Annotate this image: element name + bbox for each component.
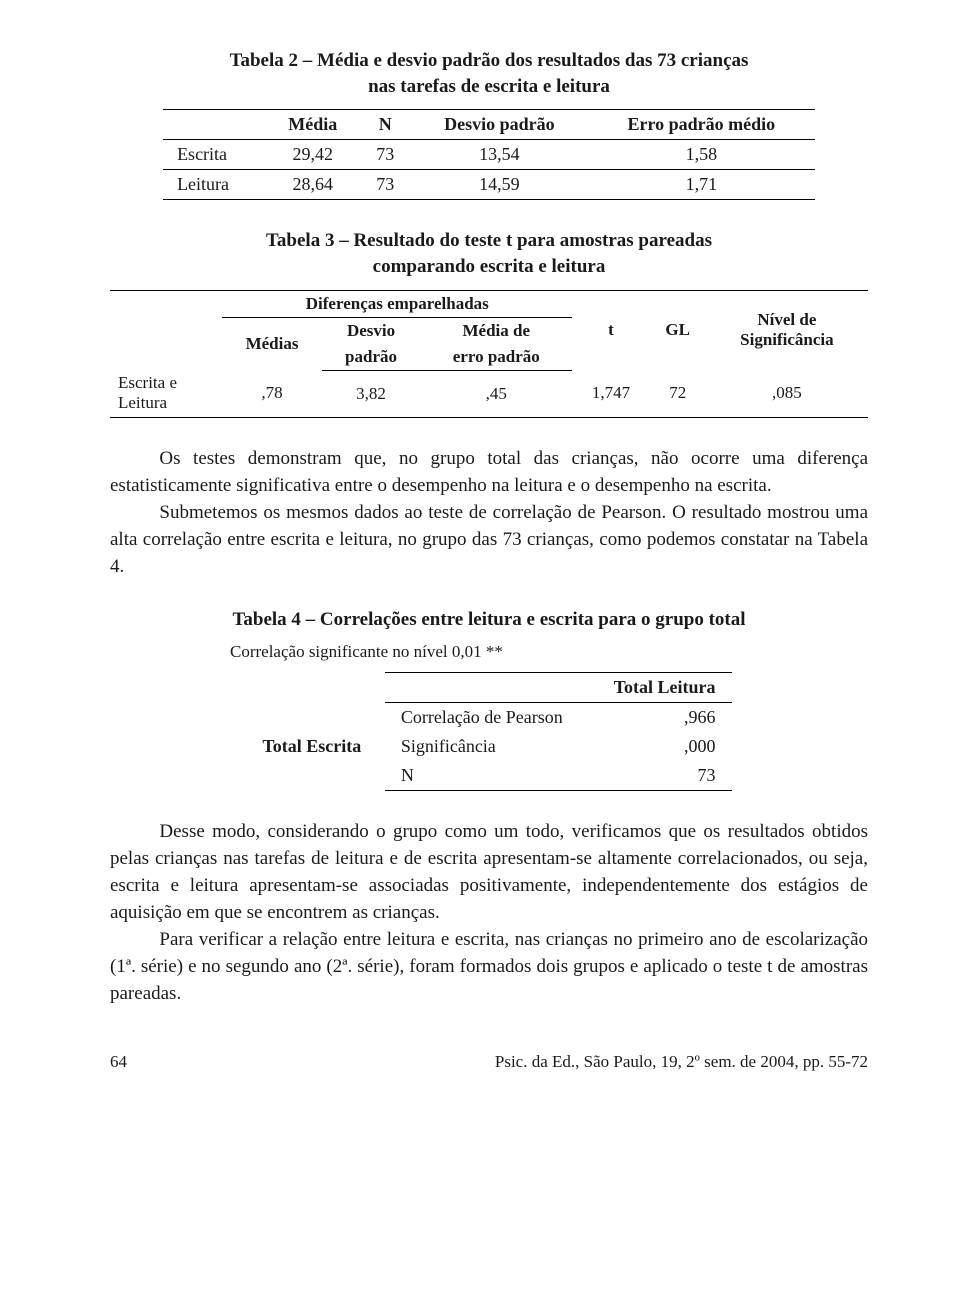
table3-header-row1: Diferenças emparelhadas t GL Nível de Si… xyxy=(110,290,868,317)
cell: Leitura xyxy=(163,170,266,200)
table2-h3: Desvio padrão xyxy=(411,110,588,140)
table3-h-gl: GL xyxy=(650,290,706,370)
cell: 73 xyxy=(359,140,410,170)
table2-caption-line2: nas tarefas de escrita e leitura xyxy=(368,76,610,97)
cell: ,45 xyxy=(420,370,572,417)
table2-caption-line1: Tabela 2 – Média e desvio padrão dos res… xyxy=(230,50,749,71)
cell: 72 xyxy=(650,370,706,417)
table3: Diferenças emparelhadas t GL Nível de Si… xyxy=(110,290,868,418)
table-row: Leitura 28,64 73 14,59 1,71 xyxy=(163,170,815,200)
table3-caption-line2: comparando escrita e leitura xyxy=(373,256,606,277)
cell: Significância xyxy=(385,732,590,761)
cell: Correlação de Pearson xyxy=(385,703,590,733)
text: Nível de xyxy=(757,310,816,329)
cell: 73 xyxy=(359,170,410,200)
cell: ,085 xyxy=(706,370,868,417)
blank xyxy=(246,673,384,703)
text: Significância xyxy=(740,330,834,349)
table3-h-mediade1: Média de xyxy=(420,317,572,344)
table3-h-t: t xyxy=(572,290,649,370)
cell: 14,59 xyxy=(411,170,588,200)
footer: 64 Psic. da Ed., São Paulo, 19, 2º sem. … xyxy=(110,1052,868,1072)
table3-caption-line1: Tabela 3 – Resultado do teste t para amo… xyxy=(266,230,712,251)
table3-h-nivel: Nível de Significância xyxy=(706,290,868,370)
page-number: 64 xyxy=(110,1052,127,1072)
table4-caption: Tabela 4 – Correlações entre leitura e e… xyxy=(110,607,868,633)
table-row: Escrita e Leitura ,78 3,82 ,45 1,747 72 … xyxy=(110,370,868,417)
table2-h2: N xyxy=(359,110,410,140)
paragraph-3: Para verificar a relação entre leitura e… xyxy=(110,927,868,1008)
table3-rowlabel: Escrita e Leitura xyxy=(110,370,222,417)
paragraph-2: Desse modo, considerando o grupo como um… xyxy=(110,819,868,927)
text: Escrita e xyxy=(118,373,177,392)
cell: 13,54 xyxy=(411,140,588,170)
paragraph-1b: Submetemos os mesmos dados ao teste de c… xyxy=(110,500,868,581)
text: Leitura xyxy=(118,393,167,412)
cell: Escrita xyxy=(163,140,266,170)
blank xyxy=(385,673,590,703)
table3-h-mediade2: erro padrão xyxy=(420,344,572,371)
table2-caption: Tabela 2 – Média e desvio padrão dos res… xyxy=(110,48,868,99)
table4-rowhead: Total Escrita xyxy=(246,703,384,791)
table2-h4: Erro padrão médio xyxy=(588,110,815,140)
table3-h-medias: Médias xyxy=(222,317,322,370)
table4-colhead: Total Leitura xyxy=(590,673,732,703)
table-row: Escrita 29,42 73 13,54 1,58 xyxy=(163,140,815,170)
footer-reference: Psic. da Ed., São Paulo, 19, 2º sem. de … xyxy=(495,1052,868,1072)
table2-h1: Média xyxy=(266,110,359,140)
page: Tabela 2 – Média e desvio padrão dos res… xyxy=(0,0,960,1112)
cell: 1,747 xyxy=(572,370,649,417)
table4-note: Correlação significante no nível 0,01 ** xyxy=(110,642,868,662)
cell: ,000 xyxy=(590,732,732,761)
cell: 29,42 xyxy=(266,140,359,170)
table2-header-row: Média N Desvio padrão Erro padrão médio xyxy=(163,110,815,140)
cell: 28,64 xyxy=(266,170,359,200)
table4: Total Leitura Total Escrita Correlação d… xyxy=(246,672,731,791)
cell: ,78 xyxy=(222,370,322,417)
table2: Média N Desvio padrão Erro padrão médio … xyxy=(163,109,815,200)
table3-caption: Tabela 3 – Resultado do teste t para amo… xyxy=(110,228,868,279)
table-row: Total Escrita Correlação de Pearson ,966 xyxy=(246,703,731,733)
table4-header-row: Total Leitura xyxy=(246,673,731,703)
cell: 3,82 xyxy=(322,370,420,417)
blank xyxy=(110,290,222,370)
cell: 1,58 xyxy=(588,140,815,170)
paragraph-1a: Os testes demonstram que, no grupo total… xyxy=(110,446,868,500)
cell: ,966 xyxy=(590,703,732,733)
cell: 1,71 xyxy=(588,170,815,200)
cell: 73 xyxy=(590,761,732,791)
table3-h-desvio1: Desvio xyxy=(322,317,420,344)
table3-h-desvio2: padrão xyxy=(322,344,420,371)
table2-h0 xyxy=(163,110,266,140)
cell: N xyxy=(385,761,590,791)
table3-diff-header: Diferenças emparelhadas xyxy=(222,290,572,317)
